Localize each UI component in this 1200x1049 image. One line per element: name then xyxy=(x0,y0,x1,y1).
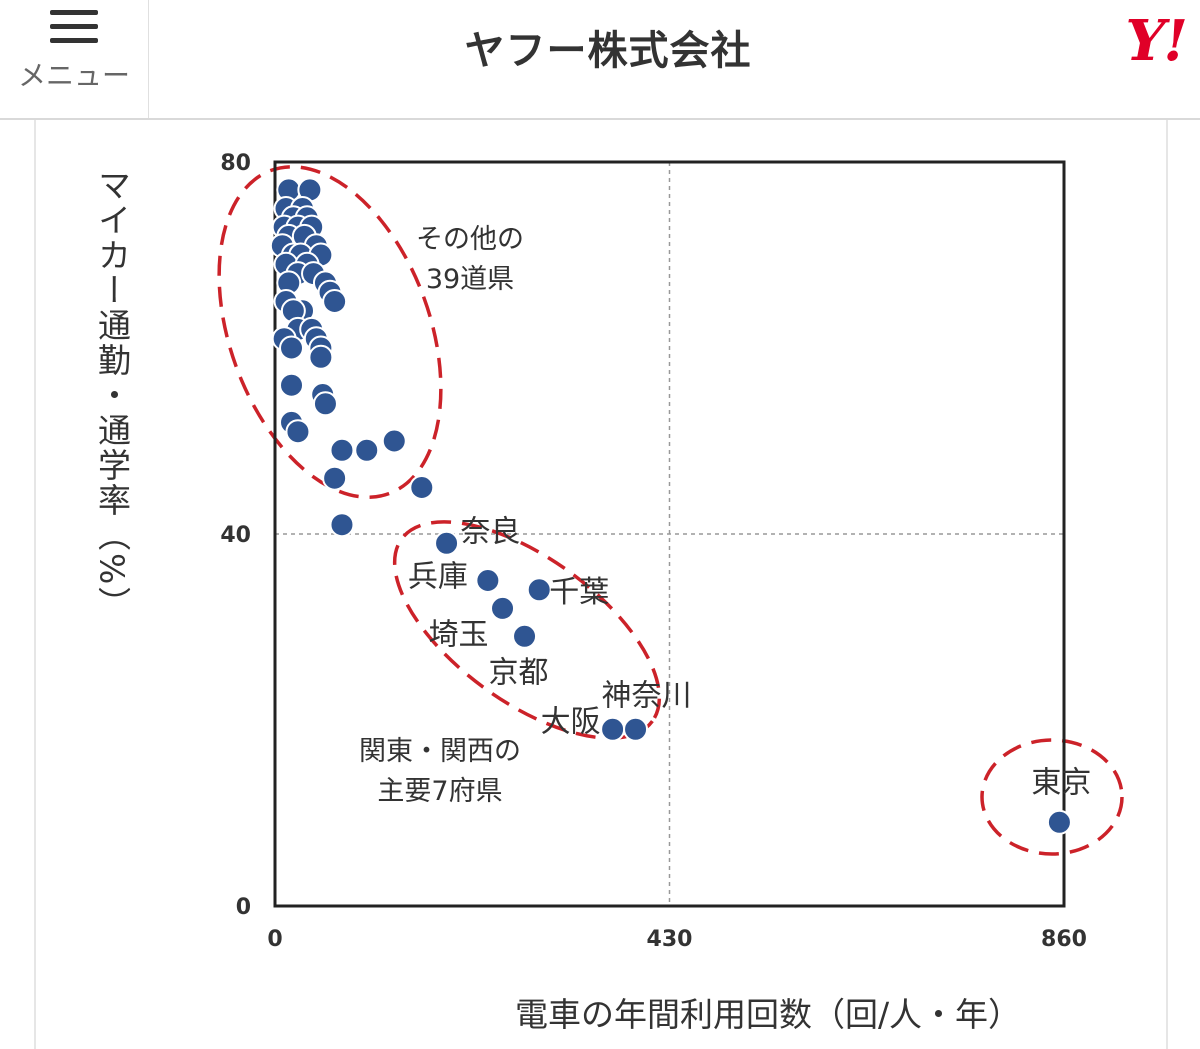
group-label: その他の xyxy=(416,224,524,255)
data-point xyxy=(329,512,355,538)
point-東京 xyxy=(1046,809,1072,835)
point-label: 神奈川 xyxy=(602,678,692,713)
data-point xyxy=(279,372,305,398)
group-label: 関東・関西の xyxy=(359,736,521,767)
y-tick-label: 40 xyxy=(220,523,251,548)
point-兵庫 xyxy=(475,568,501,593)
axis-ticks: 0 430 860 0 40 80 xyxy=(220,151,1087,952)
point-千葉 xyxy=(526,577,552,603)
x-tick-label: 430 xyxy=(647,927,693,952)
data-point xyxy=(308,344,334,370)
x-tick-label: 860 xyxy=(1041,927,1087,952)
group-label: 主要7府県 xyxy=(377,776,502,807)
point-京都 xyxy=(512,623,538,649)
data-point xyxy=(285,419,311,445)
content-border-right xyxy=(1166,120,1168,1049)
point-label: 奈良 xyxy=(461,514,521,549)
data-point xyxy=(279,335,305,361)
menu-label: メニュー xyxy=(17,59,130,92)
y-tick-label: 80 xyxy=(220,151,251,176)
page-title: ヤフー株式会社 xyxy=(464,28,752,74)
content-border-left xyxy=(34,120,36,1049)
point-label: 京都 xyxy=(489,655,549,690)
point-label: 兵庫 xyxy=(408,560,468,595)
point-label: 埼玉 xyxy=(429,617,489,652)
app-header: メニュー ヤフー株式会社 Y! xyxy=(0,0,1200,120)
y-tick-label: 0 xyxy=(236,895,251,920)
point-大阪 xyxy=(600,716,626,742)
hamburger-icon xyxy=(50,10,98,46)
data-points xyxy=(269,177,1072,835)
point-label: 大阪 xyxy=(541,704,601,739)
data-point xyxy=(329,437,355,463)
data-point xyxy=(354,437,380,463)
point-奈良 xyxy=(434,530,460,556)
x-axis-title: 電車の年間利用回数（回/人・年） xyxy=(515,995,1021,1034)
data-point xyxy=(322,465,348,491)
point-埼玉 xyxy=(490,595,516,621)
point-label: 東京 xyxy=(1031,765,1091,800)
yahoo-logo[interactable]: Y! xyxy=(1125,8,1188,74)
group-label: 39道県 xyxy=(426,264,514,295)
data-point xyxy=(322,289,348,314)
group-outline-tokyo xyxy=(980,738,1124,856)
y-axis-title: マイカー通勤・通学率（%） xyxy=(93,168,132,621)
point-神奈川 xyxy=(623,716,649,742)
data-point xyxy=(409,475,435,500)
data-point xyxy=(312,391,338,417)
data-point xyxy=(381,428,407,454)
x-tick-label: 0 xyxy=(267,927,282,952)
group-outline-other-39 xyxy=(217,165,443,499)
point-label: 千葉 xyxy=(549,575,609,610)
plot-frame xyxy=(273,160,1066,908)
menu-button[interactable]: メニュー xyxy=(0,0,149,118)
